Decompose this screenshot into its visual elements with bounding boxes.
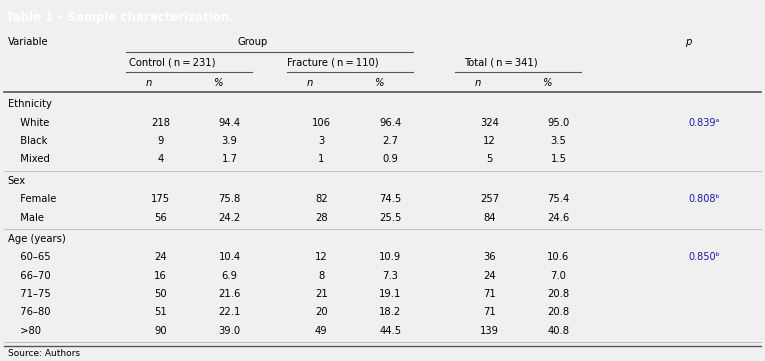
Text: 0.808ᵇ: 0.808ᵇ bbox=[688, 194, 720, 204]
Text: Source: Authors: Source: Authors bbox=[8, 349, 80, 358]
Text: 257: 257 bbox=[480, 194, 499, 204]
Text: 2.7: 2.7 bbox=[382, 136, 398, 146]
Text: 8: 8 bbox=[318, 270, 324, 280]
Text: p: p bbox=[685, 37, 692, 47]
Text: %: % bbox=[213, 78, 223, 88]
Text: 16: 16 bbox=[155, 270, 167, 280]
Text: Control ( n = 231): Control ( n = 231) bbox=[129, 58, 216, 68]
Text: Female: Female bbox=[14, 194, 56, 204]
Text: 21: 21 bbox=[315, 289, 327, 299]
Text: White: White bbox=[14, 118, 49, 128]
Text: 24.6: 24.6 bbox=[547, 213, 570, 222]
Text: Fracture ( n = 110): Fracture ( n = 110) bbox=[287, 58, 379, 68]
Text: 82: 82 bbox=[315, 194, 327, 204]
Text: 76–80: 76–80 bbox=[14, 307, 50, 317]
Text: 56: 56 bbox=[155, 213, 167, 222]
Text: 20: 20 bbox=[315, 307, 327, 317]
Text: 95.0: 95.0 bbox=[547, 118, 570, 128]
Text: 18.2: 18.2 bbox=[379, 307, 402, 317]
Text: Male: Male bbox=[14, 213, 44, 222]
Text: 1.7: 1.7 bbox=[222, 155, 237, 165]
Text: 71: 71 bbox=[483, 307, 496, 317]
Text: 5: 5 bbox=[487, 155, 493, 165]
Text: 24.2: 24.2 bbox=[218, 213, 241, 222]
Text: Table 1 – Sample characterization.: Table 1 – Sample characterization. bbox=[6, 11, 234, 25]
Text: 75.4: 75.4 bbox=[547, 194, 570, 204]
Text: 71: 71 bbox=[483, 289, 496, 299]
Text: Sex: Sex bbox=[8, 176, 26, 186]
Text: 324: 324 bbox=[480, 118, 499, 128]
Text: 66–70: 66–70 bbox=[14, 270, 50, 280]
Text: 71–75: 71–75 bbox=[14, 289, 50, 299]
Text: 10.9: 10.9 bbox=[379, 252, 402, 262]
Text: Variable: Variable bbox=[8, 37, 48, 47]
Text: 39.0: 39.0 bbox=[219, 326, 240, 335]
Text: 25.5: 25.5 bbox=[379, 213, 402, 222]
Text: 94.4: 94.4 bbox=[219, 118, 240, 128]
Text: 10.4: 10.4 bbox=[219, 252, 240, 262]
Text: 19.1: 19.1 bbox=[379, 289, 402, 299]
Text: >80: >80 bbox=[14, 326, 41, 335]
Text: 3.9: 3.9 bbox=[222, 136, 237, 146]
Text: Total ( n = 341): Total ( n = 341) bbox=[464, 58, 538, 68]
Text: 20.8: 20.8 bbox=[548, 289, 569, 299]
Text: n: n bbox=[475, 78, 481, 88]
Text: 3: 3 bbox=[318, 136, 324, 146]
Text: 75.8: 75.8 bbox=[218, 194, 241, 204]
Text: 10.6: 10.6 bbox=[547, 252, 570, 262]
Text: 84: 84 bbox=[483, 213, 496, 222]
Text: 36: 36 bbox=[483, 252, 496, 262]
Text: 1: 1 bbox=[318, 155, 324, 165]
Text: 40.8: 40.8 bbox=[548, 326, 569, 335]
Text: 0.850ᵇ: 0.850ᵇ bbox=[688, 252, 720, 262]
Text: 7.0: 7.0 bbox=[551, 270, 566, 280]
Text: 7.3: 7.3 bbox=[382, 270, 398, 280]
Text: Group: Group bbox=[237, 37, 268, 47]
Text: 28: 28 bbox=[315, 213, 327, 222]
Text: 1.5: 1.5 bbox=[551, 155, 566, 165]
Text: 106: 106 bbox=[312, 118, 330, 128]
Text: 4: 4 bbox=[158, 155, 164, 165]
Text: 24: 24 bbox=[155, 252, 167, 262]
Text: 49: 49 bbox=[315, 326, 327, 335]
Text: 12: 12 bbox=[315, 252, 327, 262]
Text: 0.9: 0.9 bbox=[382, 155, 398, 165]
Text: 60–65: 60–65 bbox=[14, 252, 50, 262]
Text: n: n bbox=[307, 78, 313, 88]
Text: 50: 50 bbox=[155, 289, 167, 299]
Text: 90: 90 bbox=[155, 326, 167, 335]
Text: 3.5: 3.5 bbox=[551, 136, 566, 146]
Text: n: n bbox=[146, 78, 152, 88]
Text: 44.5: 44.5 bbox=[379, 326, 401, 335]
Text: 21.6: 21.6 bbox=[218, 289, 241, 299]
Text: 139: 139 bbox=[480, 326, 499, 335]
Text: %: % bbox=[374, 78, 383, 88]
Text: 12: 12 bbox=[483, 136, 496, 146]
Text: 9: 9 bbox=[158, 136, 164, 146]
Text: 175: 175 bbox=[151, 194, 170, 204]
Text: 96.4: 96.4 bbox=[379, 118, 402, 128]
Text: 6.9: 6.9 bbox=[222, 270, 237, 280]
Text: 0.839ᵃ: 0.839ᵃ bbox=[688, 118, 719, 128]
Text: 20.8: 20.8 bbox=[548, 307, 569, 317]
Text: %: % bbox=[542, 78, 552, 88]
Text: Mixed: Mixed bbox=[14, 155, 50, 165]
Text: 74.5: 74.5 bbox=[379, 194, 402, 204]
Text: Black: Black bbox=[14, 136, 47, 146]
Text: Age (years): Age (years) bbox=[8, 234, 65, 244]
Text: Ethnicity: Ethnicity bbox=[8, 100, 51, 109]
Text: 24: 24 bbox=[483, 270, 496, 280]
Text: 22.1: 22.1 bbox=[218, 307, 241, 317]
Text: 218: 218 bbox=[151, 118, 170, 128]
Text: 51: 51 bbox=[155, 307, 167, 317]
